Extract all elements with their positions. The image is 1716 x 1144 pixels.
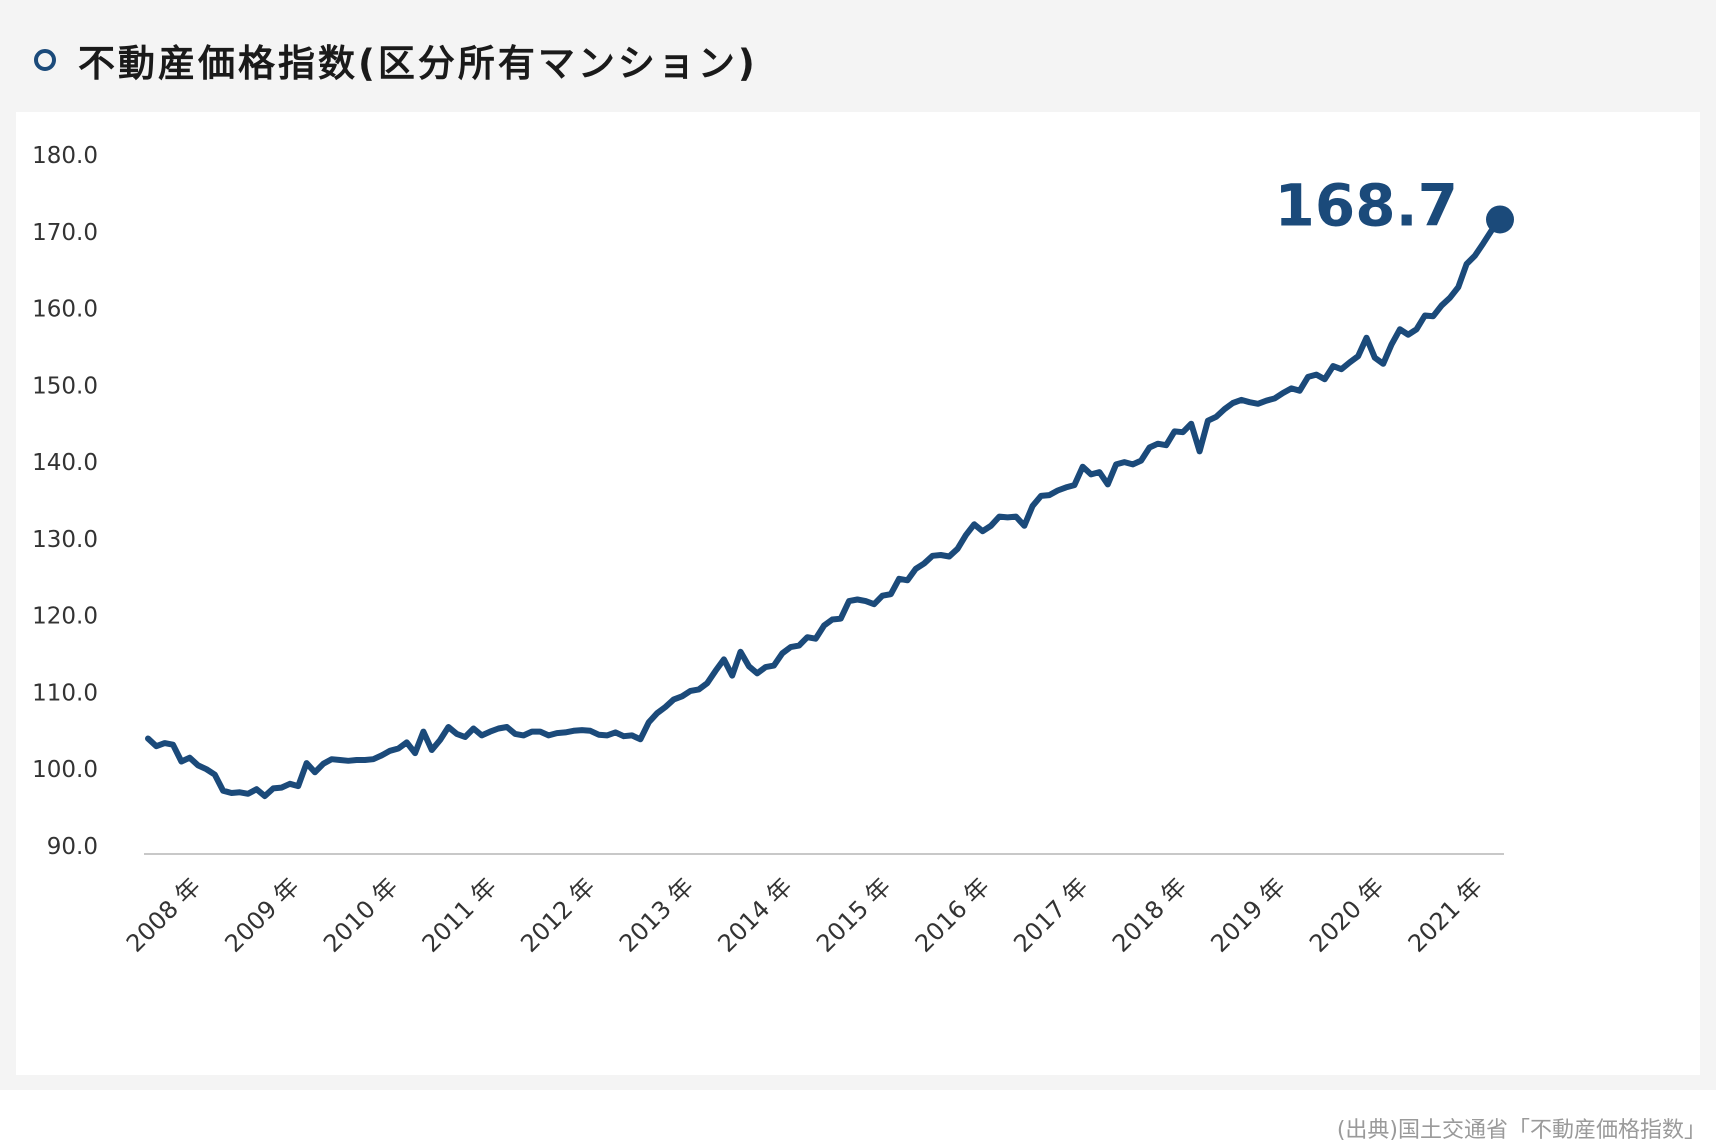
x-tick-label: 2011 年 (417, 872, 502, 957)
title-row: 不動産価格指数(区分所有マンション) (34, 30, 758, 90)
x-tick-label: 2013 年 (614, 872, 699, 957)
y-tick-label: 100.0 (32, 757, 98, 783)
y-tick-label: 90.0 (47, 834, 98, 860)
y-tick-label: 140.0 (32, 450, 98, 476)
x-tick-label: 2018 年 (1107, 872, 1192, 957)
x-tick-label: 2021 年 (1403, 872, 1488, 957)
x-tick-label: 2017 年 (1008, 872, 1093, 957)
y-tick-label: 120.0 (32, 604, 98, 630)
x-tick-label: 2016 年 (910, 872, 995, 957)
x-tick-label: 2020 年 (1304, 872, 1389, 957)
x-tick-label: 2015 年 (811, 872, 896, 957)
x-tick-label: 2009 年 (219, 872, 304, 957)
x-tick-label: 2008 年 (121, 872, 206, 957)
end-value-label: 168.7 (1275, 171, 1458, 239)
title-bullet-icon (34, 49, 56, 71)
x-tick-label: 2019 年 (1205, 872, 1290, 957)
y-tick-label: 130.0 (32, 527, 98, 553)
chart-panel: 90.0 100.0 110.0 120.0 130.0 140.0 150.0 160.0 1… (16, 112, 1700, 1075)
x-tick-label: 2014 年 (712, 872, 797, 957)
line-chart: 90.0 100.0 110.0 120.0 130.0 140.0 150.0 160.0 1… (32, 143, 1514, 958)
y-tick-label: 150.0 (32, 373, 98, 399)
end-point-marker (1486, 205, 1514, 234)
y-tick-label: 170.0 (32, 220, 98, 246)
y-tick-label: 180.0 (32, 143, 98, 169)
y-tick-label: 110.0 (32, 680, 98, 706)
source-note: (出典)国土交通省「不動産価格指数」 (1336, 1118, 1706, 1143)
y-tick-label: 160.0 (32, 297, 98, 323)
x-tick-label: 2010 年 (318, 872, 403, 957)
chart-title: 不動産価格指数(区分所有マンション) (78, 42, 758, 85)
series-line (145, 216, 1503, 800)
x-tick-label: 2012 年 (515, 872, 600, 957)
